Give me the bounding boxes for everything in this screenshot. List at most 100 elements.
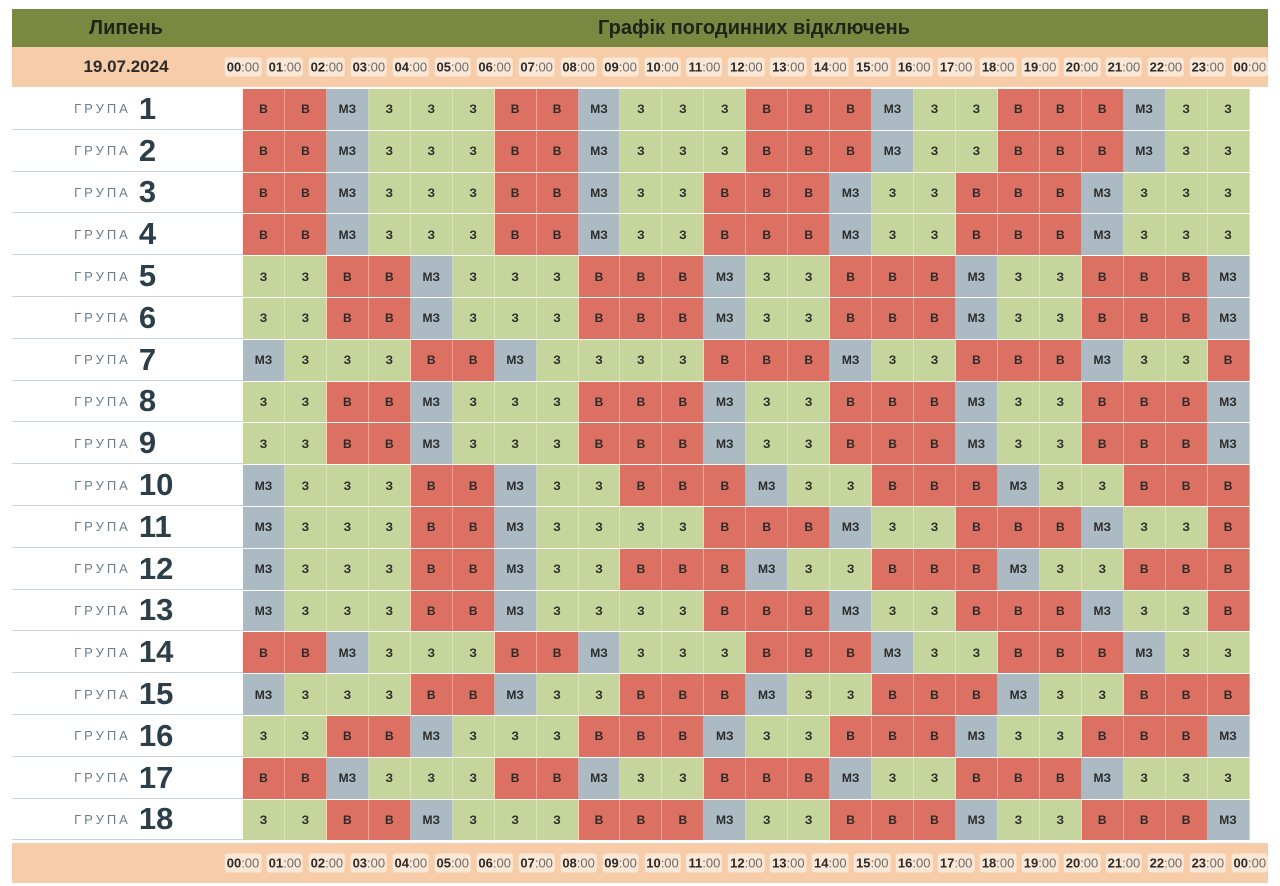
schedule-cell: З — [243, 297, 285, 339]
group-label: ГРУПА — [74, 226, 131, 242]
schedule-cell: В — [997, 590, 1040, 632]
schedule-cell: МЗ — [1207, 799, 1250, 841]
group-label: ГРУПА — [74, 644, 131, 660]
hour-tick-minutes: :00 — [1038, 855, 1057, 871]
schedule-cell: В — [746, 757, 789, 799]
hour-tick: 16:00 — [895, 57, 933, 77]
group-row: ГРУПА 16 З З В В МЗ З З З В В В МЗ З З В В В МЗ З З В В В МЗ — [12, 715, 1268, 758]
hour-tick-minutes: :00 — [870, 59, 889, 75]
hour-tick-hour: 20 — [1065, 855, 1081, 871]
schedule-cell: В — [1165, 799, 1208, 841]
schedule-cell: В — [1039, 130, 1082, 172]
schedule-cell: З — [1039, 548, 1082, 590]
schedule-cell: З — [662, 172, 705, 214]
schedule-cell: МЗ — [578, 632, 621, 674]
schedule-cell: В — [578, 715, 621, 757]
schedule-cell: МЗ — [997, 674, 1040, 715]
schedule-cell: В — [830, 130, 873, 172]
group-row: ГРУПА 9 З З В В МЗ З З З В В В МЗ З З В В В МЗ З З В В В МЗ — [12, 423, 1268, 466]
hour-tick-minutes: :00 — [744, 855, 763, 871]
hour-tick: 03:00 — [350, 57, 388, 77]
schedule-cell: З — [1165, 757, 1208, 799]
schedule-cell: В — [662, 548, 705, 590]
schedule-cell: В — [788, 214, 831, 256]
schedule-cell: В — [872, 674, 914, 715]
hour-tick: 12:00 — [728, 853, 765, 873]
schedule-cell: З — [578, 465, 621, 506]
group-number: 4 — [138, 216, 157, 252]
schedule-cell: В — [997, 214, 1040, 256]
hour-tick: 08:00 — [560, 57, 597, 77]
group-label: ГРУПА — [74, 811, 131, 827]
schedule-cell: В — [914, 256, 956, 297]
schedule-cell: МЗ — [326, 214, 369, 256]
hour-tick: 23:00 — [1189, 57, 1227, 77]
schedule-cell: МЗ — [1207, 256, 1250, 297]
schedule-cell: В — [788, 130, 831, 172]
schedule-cell: З — [368, 89, 411, 130]
schedule-cell: В — [955, 757, 998, 799]
schedule-cell: МЗ — [1081, 339, 1124, 381]
schedule-cell: В — [955, 465, 998, 506]
schedule-cell: МЗ — [955, 423, 998, 465]
hour-tick-hour: 21 — [1107, 855, 1123, 871]
schedule-cell: В — [872, 381, 914, 423]
hour-tick: 00:00 — [224, 853, 262, 873]
schedule-cell: В — [536, 214, 579, 256]
schedule-cell: З — [1123, 757, 1166, 799]
schedule-cell: В — [997, 506, 1040, 548]
schedule-cell: В — [1123, 799, 1166, 841]
hour-tick-hour: 06 — [478, 59, 493, 75]
hour-tick: 23:00 — [1189, 853, 1227, 873]
schedule-cell: МЗ — [326, 172, 369, 214]
schedule-cell: МЗ — [410, 799, 453, 841]
schedule-cell: В — [1039, 89, 1082, 130]
schedule-cell: В — [1123, 297, 1166, 339]
hour-tick: 06:00 — [476, 853, 513, 873]
schedule-cell: З — [243, 381, 285, 423]
schedule-cell: З — [997, 799, 1040, 841]
hour-tick-minutes: :00 — [912, 855, 931, 871]
schedule-cell: В — [997, 757, 1040, 799]
hour-tick-minutes: :00 — [450, 59, 470, 75]
hour-tick-hour: 02 — [310, 855, 326, 871]
group-heading: ГРУПА 8 — [12, 381, 243, 423]
schedule-cell: МЗ — [410, 256, 453, 297]
hour-tick-minutes: :00 — [534, 855, 553, 871]
schedule-cell: В — [1123, 465, 1166, 506]
hour-tick-minutes: :00 — [1247, 59, 1267, 75]
hour-tick-minutes: :00 — [450, 855, 470, 871]
schedule-cell: МЗ — [326, 632, 369, 674]
schedule-cell: В — [578, 297, 621, 339]
schedule-cell: З — [914, 590, 956, 632]
hour-tick-hour: 20 — [1065, 59, 1081, 75]
group-number: 13 — [138, 592, 174, 628]
hour-tick: 02:00 — [308, 853, 346, 873]
schedule-cell: В — [1165, 256, 1208, 297]
schedule-cell: З — [536, 339, 579, 381]
hour-tick-minutes: :00 — [954, 855, 973, 871]
group-number: 16 — [138, 717, 174, 753]
schedule-cell: З — [872, 757, 914, 799]
schedule-cell: МЗ — [1081, 590, 1124, 632]
schedule-cell: МЗ — [1081, 757, 1124, 799]
group-number: 1 — [138, 90, 157, 126]
schedule-cell: В — [284, 89, 327, 130]
schedule-cell: В — [1081, 297, 1124, 339]
group-row: ГРУПА 2 В В МЗ З З З В В МЗ З З З В В В МЗ З З В В В МЗ З З — [12, 130, 1268, 173]
hour-tick-hour: 05 — [436, 855, 451, 871]
schedule-cell: МЗ — [494, 506, 537, 548]
schedule-cell: МЗ — [1081, 172, 1124, 214]
schedule-cell: В — [243, 89, 285, 130]
schedule-cell: В — [1081, 256, 1124, 297]
hour-tick-hour: 07 — [520, 855, 535, 871]
schedule-cell: В — [452, 465, 495, 506]
schedule-cell: З — [872, 506, 914, 548]
schedule-cell: В — [955, 214, 998, 256]
schedule-cell: В — [620, 715, 663, 757]
schedule-cell: МЗ — [243, 339, 285, 381]
schedule-cell: З — [1039, 381, 1082, 423]
schedule-cell: В — [872, 297, 914, 339]
schedule-cell: В — [620, 799, 663, 841]
schedule-cell: МЗ — [410, 715, 453, 757]
